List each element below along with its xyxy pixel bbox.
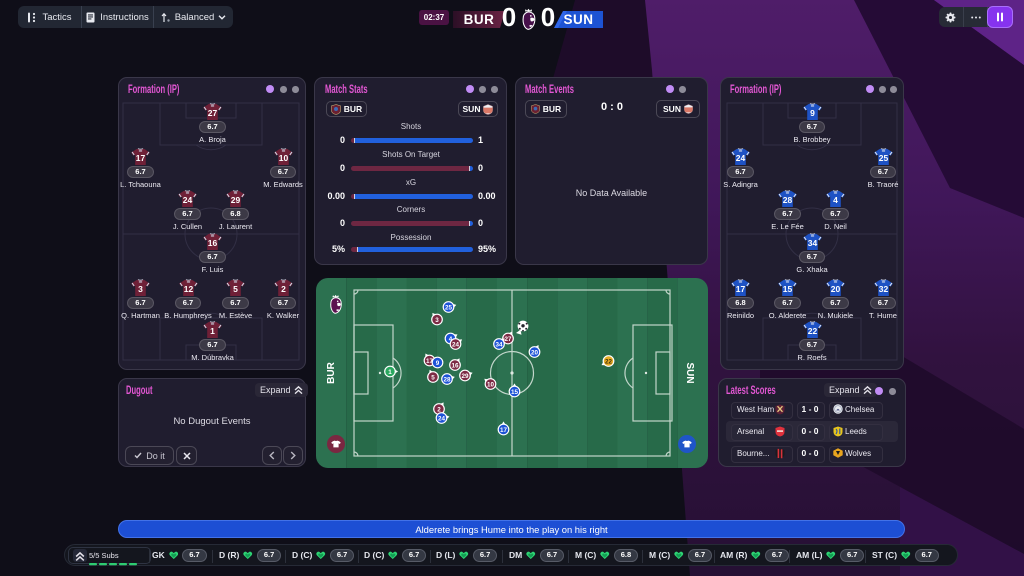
svg-text:3: 3: [435, 317, 439, 324]
svg-text:2: 2: [437, 406, 441, 413]
svg-text:29: 29: [231, 195, 241, 205]
svg-text:2: 2: [281, 284, 286, 294]
svg-text:24: 24: [452, 341, 460, 348]
svg-text:1: 1: [388, 369, 392, 376]
svg-text:3: 3: [138, 284, 143, 294]
svg-text:25: 25: [445, 304, 453, 311]
svg-text:32: 32: [878, 284, 888, 294]
svg-text:SUN: SUN: [684, 362, 695, 383]
svg-text:5: 5: [233, 284, 238, 294]
svg-text:34: 34: [807, 238, 817, 248]
svg-text:17: 17: [136, 153, 146, 163]
svg-text:22: 22: [605, 358, 613, 365]
svg-text:24: 24: [183, 195, 193, 205]
svg-text:29: 29: [461, 373, 469, 380]
svg-text:4: 4: [449, 336, 453, 343]
svg-text:17: 17: [500, 427, 508, 434]
svg-text:25: 25: [878, 153, 888, 163]
svg-text:34: 34: [495, 341, 503, 348]
svg-text:10: 10: [278, 153, 288, 163]
svg-text:27: 27: [208, 108, 218, 118]
svg-text:4: 4: [833, 195, 838, 205]
svg-text:17: 17: [736, 284, 746, 294]
svg-text:15: 15: [511, 389, 519, 396]
svg-text:1: 1: [210, 326, 215, 336]
svg-text:10: 10: [487, 381, 495, 388]
svg-text:20: 20: [531, 349, 539, 356]
svg-text:24: 24: [736, 153, 746, 163]
svg-text:24: 24: [438, 415, 446, 422]
svg-text:9: 9: [810, 108, 815, 118]
svg-text:5: 5: [431, 374, 435, 381]
svg-text:20: 20: [831, 284, 841, 294]
svg-text:16: 16: [451, 362, 459, 369]
svg-text:27: 27: [504, 336, 512, 343]
svg-text:15: 15: [783, 284, 793, 294]
svg-text:28: 28: [443, 376, 451, 383]
svg-text:16: 16: [208, 238, 218, 248]
svg-text:BUR: BUR: [326, 361, 337, 383]
svg-text:28: 28: [783, 195, 793, 205]
svg-text:9: 9: [436, 360, 440, 367]
svg-text:22: 22: [807, 326, 817, 336]
svg-text:12: 12: [183, 284, 193, 294]
svg-text:17: 17: [426, 358, 434, 365]
